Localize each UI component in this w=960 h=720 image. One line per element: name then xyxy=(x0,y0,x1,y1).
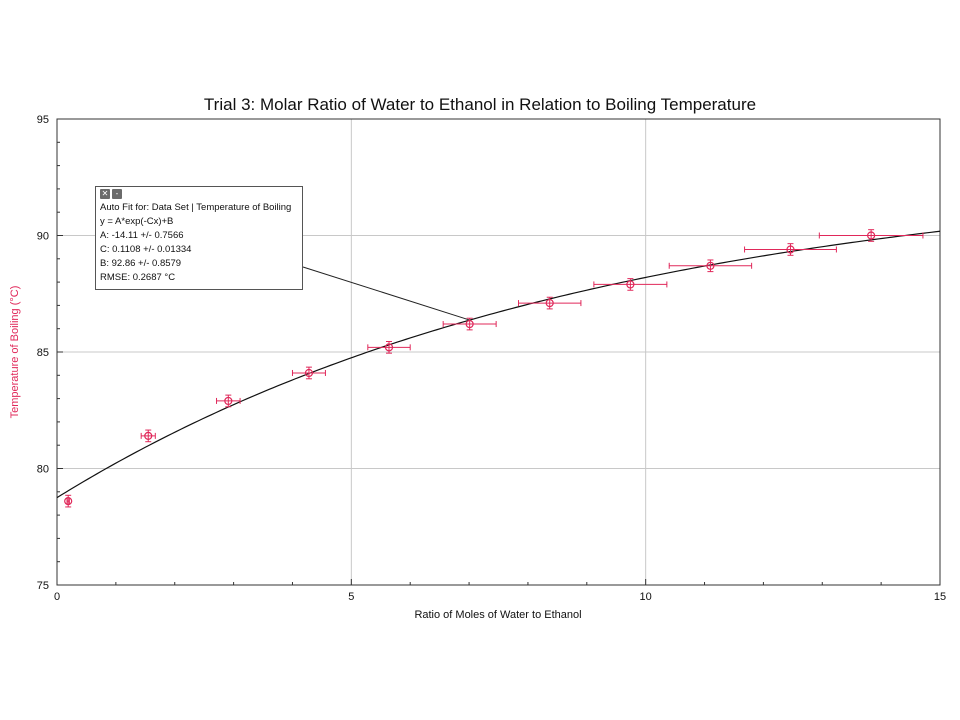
data-marker xyxy=(867,231,876,240)
data-marker xyxy=(224,396,233,406)
x-tick-label-0: 0 xyxy=(54,591,60,603)
x-tick-label-1: 5 xyxy=(348,591,354,603)
x-tick-label-3: 15 xyxy=(934,591,946,603)
y-tick-label-1: 80 xyxy=(37,464,49,476)
data-point-6 xyxy=(518,296,582,310)
y-axis-label: Temperature of Boiling (°C) xyxy=(9,286,21,419)
data-marker xyxy=(706,261,715,270)
data-marker xyxy=(144,431,153,440)
data-point-8 xyxy=(668,259,753,273)
data-point-3 xyxy=(291,366,326,380)
chart-title: Trial 3: Molar Ratio of Water to Ethanol… xyxy=(204,95,756,114)
tick-labels: 0 5 10 15 75 80 85 90 95 xyxy=(37,114,946,603)
data-marker xyxy=(545,298,554,308)
data-point-10 xyxy=(818,229,924,242)
fit-box-param-b: B: 92.86 +/- 0.8579 xyxy=(100,258,182,269)
data-point-9 xyxy=(744,243,837,256)
fit-curve xyxy=(56,230,941,499)
data-marker xyxy=(304,368,314,378)
y-tick-label-0: 75 xyxy=(37,580,49,592)
data-marker xyxy=(626,280,635,289)
data-point-2 xyxy=(216,394,241,408)
data-point-5 xyxy=(442,317,497,331)
data-marker xyxy=(465,319,474,329)
data-marker xyxy=(384,343,394,352)
data-points xyxy=(64,229,924,508)
fit-box-header: Auto Fit for: Data Set | Temperature of … xyxy=(100,202,292,213)
data-marker xyxy=(786,245,795,254)
fit-leader-line xyxy=(302,266,470,321)
fit-box-controls: ✕ - xyxy=(100,189,298,200)
x-axis-label: Ratio of Moles of Water to Ethanol xyxy=(414,609,581,621)
auto-fit-box[interactable]: ✕ - Auto Fit for: Data Set | Temperature… xyxy=(95,186,303,290)
minimize-icon[interactable]: - xyxy=(112,189,122,199)
fit-box-equation: y = A*exp(-Cx)+B xyxy=(100,216,174,227)
data-point-4 xyxy=(367,341,411,354)
axis-ticks xyxy=(56,118,941,586)
x-tick-label-2: 10 xyxy=(640,591,652,603)
fit-box-param-c: C: 0.1108 +/- 0.01334 xyxy=(100,244,192,255)
data-marker xyxy=(64,497,73,506)
y-tick-label-4: 95 xyxy=(37,114,49,126)
data-point-7 xyxy=(593,278,668,291)
y-tick-label-3: 90 xyxy=(37,231,49,243)
fit-box-param-a: A: -14.11 +/- 0.7566 xyxy=(100,230,184,241)
y-tick-label-2: 85 xyxy=(37,347,49,359)
fit-box-rmse: RMSE: 0.2687 °C xyxy=(100,272,176,283)
data-point-0 xyxy=(64,494,73,508)
close-icon[interactable]: ✕ xyxy=(100,189,110,199)
data-point-1 xyxy=(140,429,156,443)
